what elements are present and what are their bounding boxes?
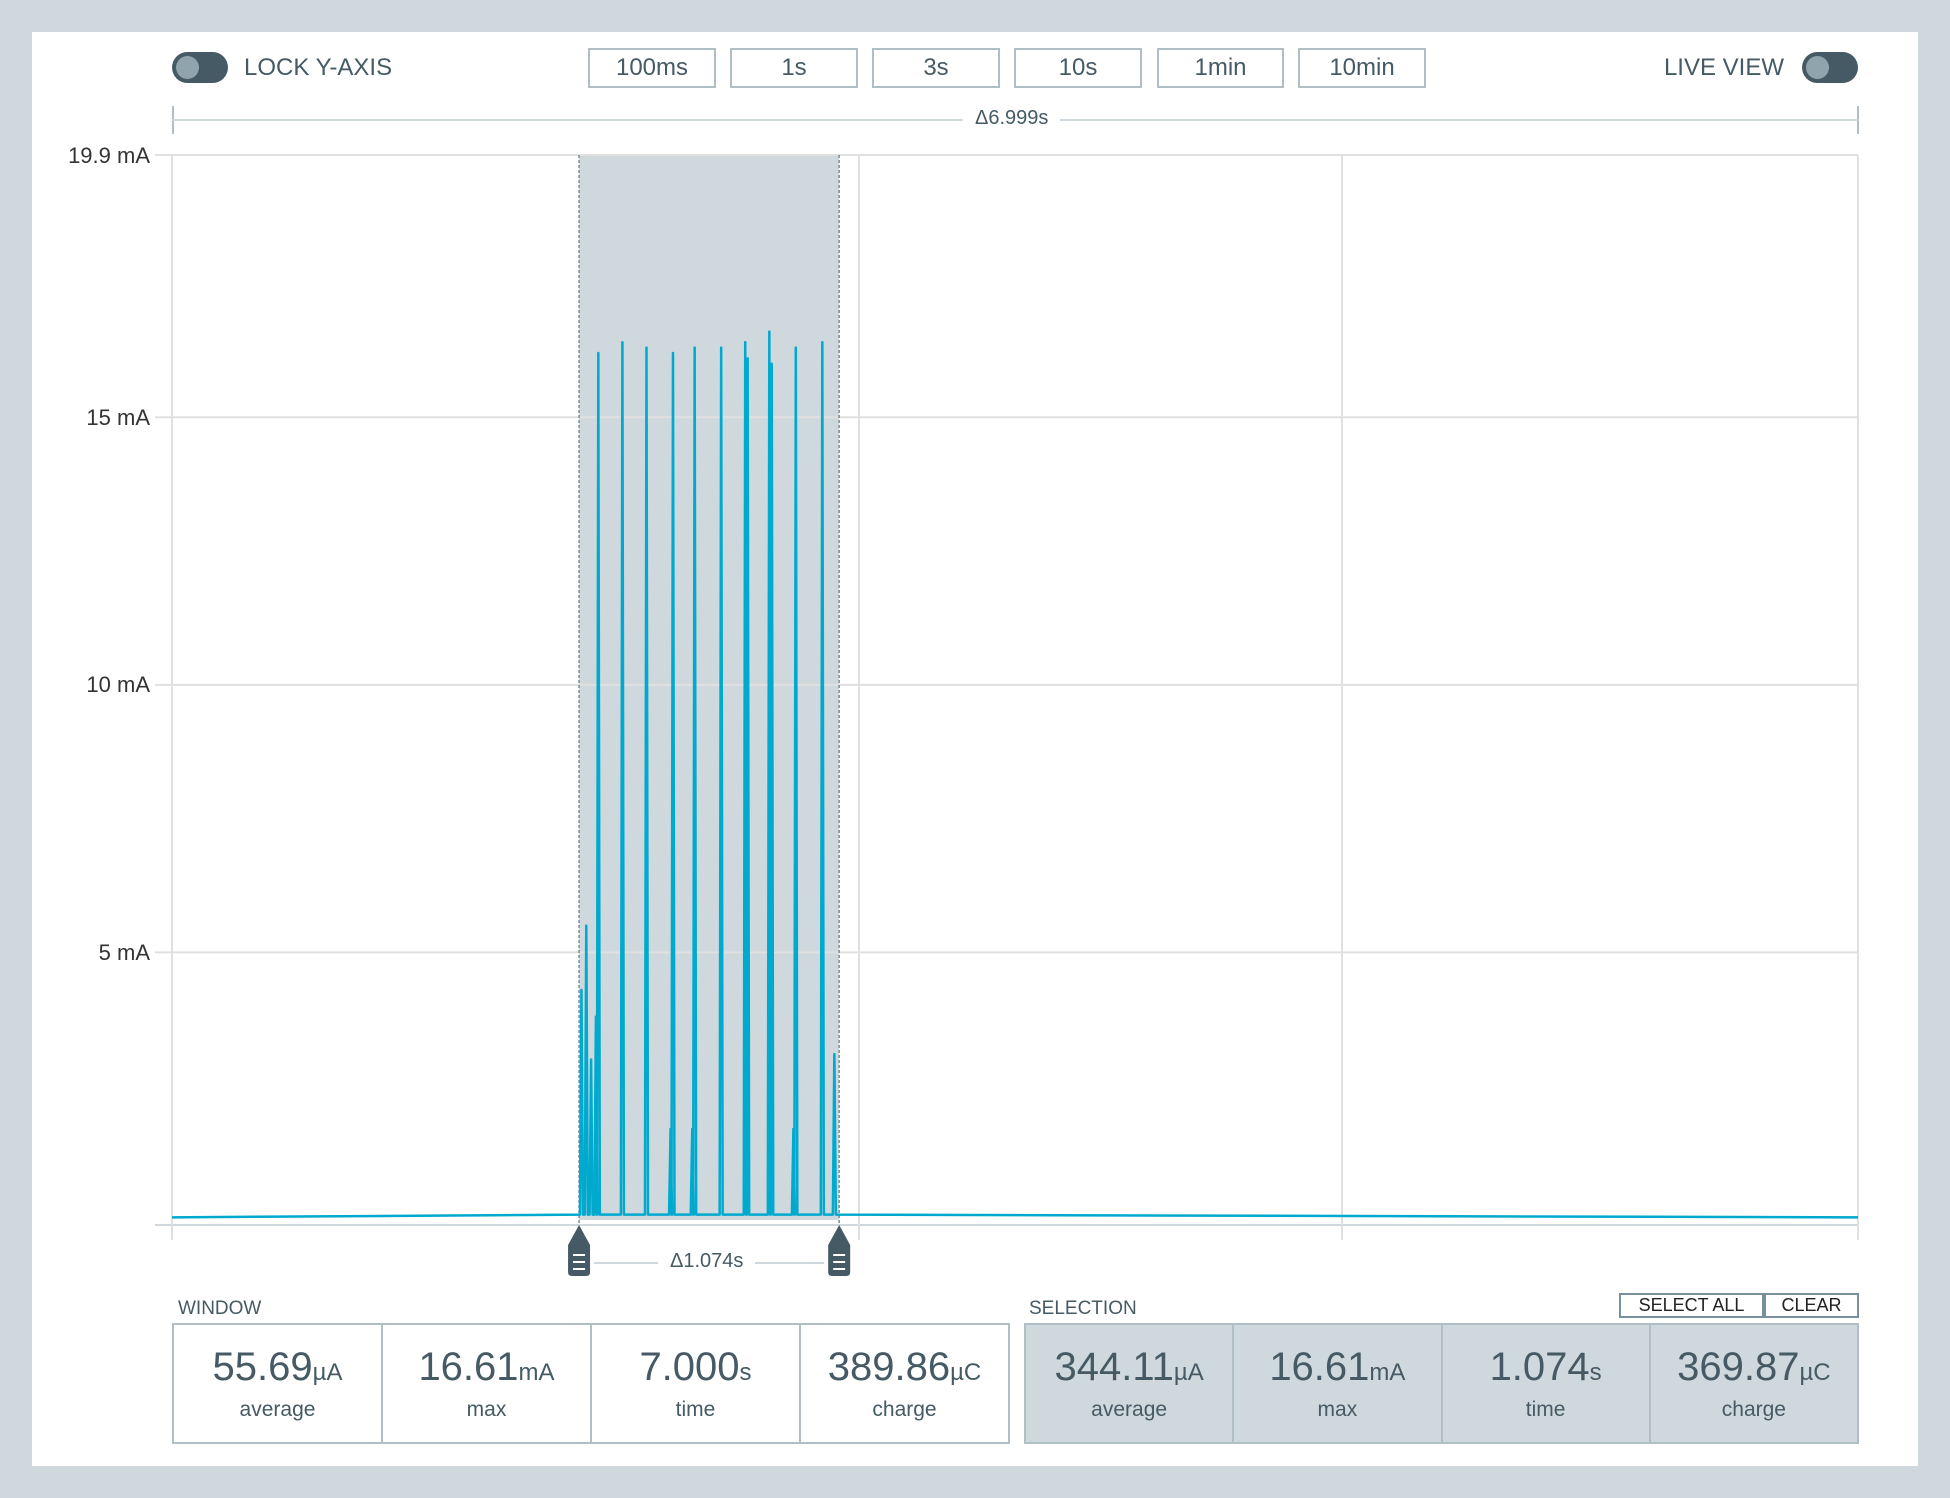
window-1s-button[interactable]: 1s	[730, 48, 858, 88]
value: 1.074	[1489, 1345, 1590, 1389]
window-1min-button[interactable]: 1min	[1157, 48, 1284, 88]
spike-peak	[792, 1128, 795, 1131]
caption: average	[1091, 1398, 1168, 1421]
spike-peak	[770, 362, 773, 365]
ruler-right-tick	[1857, 106, 1859, 134]
spike-peak	[794, 346, 797, 349]
toggle-knob	[176, 56, 199, 79]
value: 55.69	[212, 1345, 313, 1389]
lock-y-axis-toggle[interactable]	[172, 52, 228, 83]
selection-start-handle[interactable]	[568, 1225, 591, 1276]
toggle-knob	[1806, 56, 1829, 79]
caption: max	[1317, 1398, 1358, 1421]
spike-peak	[645, 346, 648, 349]
unit: mA	[518, 1359, 555, 1386]
value: 389.86	[827, 1345, 951, 1389]
caption: charge	[872, 1398, 937, 1421]
spike-peak	[720, 346, 723, 349]
y-tick-label: 10 mA	[86, 672, 150, 697]
spike-peak	[768, 330, 771, 333]
window-label: WINDOW	[178, 1298, 262, 1319]
window-stats: 55.69µA average 16.61mA max 7.000s time 389…	[172, 1323, 1010, 1444]
caption: average	[239, 1398, 316, 1421]
live-view-toggle[interactable]	[1802, 52, 1858, 83]
spike-peak	[833, 1053, 836, 1056]
clear-button[interactable]: CLEAR	[1764, 1293, 1859, 1318]
caption: time	[675, 1398, 716, 1421]
spike-peak	[744, 341, 747, 344]
spike-peak	[746, 357, 749, 360]
window-time: 7.000s time	[592, 1325, 801, 1442]
selection-delta: Δ1.074s	[658, 1250, 756, 1273]
window-max: 16.61mA max	[383, 1325, 592, 1442]
y-tick-label: 19.9 mA	[68, 143, 150, 168]
window-average: 55.69µA average	[174, 1325, 383, 1442]
spike-peak	[594, 1015, 597, 1018]
value: 7.000	[639, 1345, 740, 1389]
live-view-label: LIVE VIEW	[1663, 54, 1784, 81]
window-10s-button[interactable]: 10s	[1014, 48, 1142, 88]
unit: µA	[312, 1359, 343, 1386]
value: 344.11	[1054, 1345, 1174, 1389]
spike-peak	[597, 352, 600, 355]
selection-time: 1.074s time	[1442, 1325, 1651, 1442]
select-all-button[interactable]: SELECT ALL	[1619, 1293, 1764, 1318]
unit: mA	[1369, 1359, 1406, 1386]
current-trace	[171, 330, 1859, 1219]
value: 16.61	[1269, 1345, 1370, 1389]
spike-peak	[693, 346, 696, 349]
unit: s	[739, 1359, 752, 1386]
window-3s-button[interactable]: 3s	[872, 48, 1000, 88]
lock-y-axis-label: LOCK Y-AXIS	[244, 54, 393, 81]
value: 369.87	[1677, 1345, 1800, 1389]
selection-charge: 369.87µC charge	[1650, 1325, 1857, 1442]
window-10min-button[interactable]: 10min	[1298, 48, 1426, 88]
selection-region	[579, 155, 840, 1220]
spike-peak	[580, 988, 583, 991]
spike-peak	[669, 1128, 672, 1131]
y-tick-label: 5 mA	[98, 940, 150, 965]
caption: max	[466, 1398, 507, 1421]
unit: µC	[1799, 1359, 1831, 1386]
selection-end-handle[interactable]	[828, 1225, 851, 1276]
value: 16.61	[418, 1345, 519, 1389]
spike-peak	[691, 1128, 694, 1131]
spike-peak	[671, 352, 674, 355]
window-charge: 389.86µC charge	[801, 1325, 1008, 1442]
selection-max: 16.61mA max	[1234, 1325, 1443, 1442]
selection-stats: 344.11µA average 16.61mA max 1.074s time 36…	[1024, 1323, 1859, 1444]
spike-peak	[585, 924, 588, 927]
window-100ms-button[interactable]: 100ms	[588, 48, 716, 88]
unit: µC	[950, 1359, 982, 1386]
panel	[32, 32, 1918, 1466]
window-delta: Δ6.999s	[963, 107, 1061, 130]
unit: µA	[1173, 1359, 1204, 1386]
unit: s	[1589, 1359, 1602, 1386]
spike-peak	[621, 341, 624, 344]
caption: time	[1525, 1398, 1566, 1421]
y-tick-label: 15 mA	[86, 405, 150, 430]
selection-label: SELECTION	[1029, 1298, 1137, 1319]
spike-peak	[590, 1058, 593, 1061]
caption: charge	[1721, 1398, 1786, 1421]
spike-peak	[821, 341, 824, 344]
selection-average: 344.11µA average	[1026, 1325, 1235, 1442]
current-chart[interactable]	[0, 0, 1950, 1300]
